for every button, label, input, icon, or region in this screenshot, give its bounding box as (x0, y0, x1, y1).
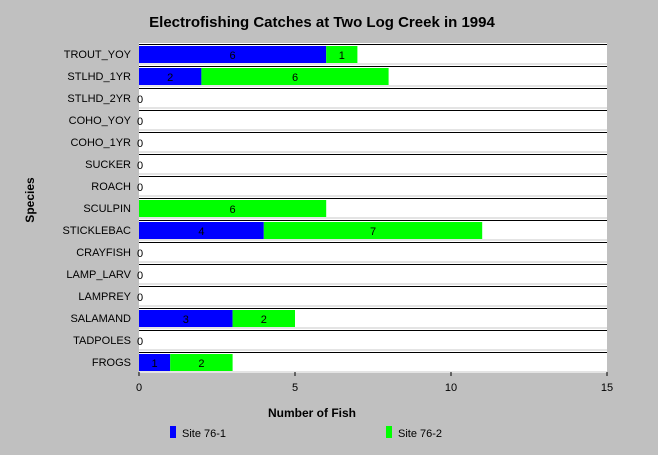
category-label: COHO_YOY (69, 115, 132, 127)
bar-segment (170, 354, 233, 371)
category-label: STLHD_1YR (67, 71, 131, 83)
bar-value-label: 2 (167, 72, 173, 84)
bar-value-label: 0 (137, 160, 143, 172)
y-axis-label: Species (23, 177, 37, 223)
x-axis-label: Number of Fish (268, 406, 356, 420)
bar-value-label: 0 (137, 182, 143, 194)
category-rows: TROUT_YOY STLHD_1YR STLHD_2YR COHO_YOY COHO_… (63, 44, 607, 373)
category-label: FROGS (92, 357, 131, 369)
x-tick-label: 0 (136, 382, 142, 394)
category-label: STLHD_2YR (67, 93, 131, 105)
x-tick-label: 15 (601, 382, 613, 394)
bar-value-label: 2 (198, 358, 204, 370)
category-label: SALAMAND (70, 313, 131, 325)
category-label: TROUT_YOY (64, 49, 132, 61)
bar-value-label: 0 (137, 336, 143, 348)
legend: Site 76-1 Site 76-2 (170, 426, 442, 440)
bar-value-label: 1 (152, 358, 158, 370)
bar-value-label: 6 (292, 72, 298, 84)
x-axis: 0 5 10 15 (136, 372, 613, 394)
chart-title: Electrofishing Catches at Two Log Creek … (149, 14, 495, 31)
legend-label: Site 76-1 (182, 428, 226, 440)
bar-value-label: 3 (183, 314, 189, 326)
bar-segment (139, 222, 264, 239)
bar-segment (139, 354, 171, 371)
bar-segment (232, 310, 295, 327)
bar-segment (139, 310, 233, 327)
category-label: ROACH (91, 181, 131, 193)
category-label: SCULPIN (83, 203, 131, 215)
bar-segment (139, 46, 327, 63)
bar-value-label: 4 (198, 226, 204, 238)
bar-value-label: 1 (339, 50, 345, 62)
bar-value-label: 6 (230, 204, 236, 216)
category-label: CRAYFISH (76, 247, 131, 259)
bar-value-label: 0 (137, 138, 143, 150)
bar-value-label: 0 (137, 116, 143, 128)
bar-value-label: 0 (137, 292, 143, 304)
category-label: COHO_1YR (70, 137, 131, 149)
bar-value-label: 6 (230, 50, 236, 62)
bar-segment (326, 46, 358, 63)
category-label: SUCKER (85, 159, 131, 171)
bar-value-label: 0 (137, 270, 143, 282)
bar-segment (139, 200, 327, 217)
bar-value-label: 2 (261, 314, 267, 326)
category-label: LAMP_LARV (66, 269, 131, 281)
legend-label: Site 76-2 (398, 428, 442, 440)
x-tick-label: 10 (445, 382, 457, 394)
bar-value-label: 0 (137, 248, 143, 260)
bar-segment (201, 68, 389, 85)
bar-segment (263, 222, 483, 239)
bar-value-label: 0 (137, 94, 143, 106)
legend-swatch (170, 426, 176, 438)
bar-value-label: 7 (370, 226, 376, 238)
category-label: LAMPREY (78, 291, 131, 303)
legend-swatch (386, 426, 392, 438)
x-tick-label: 5 (292, 382, 298, 394)
category-label: STICKLEBAC (63, 225, 132, 237)
bar-segment (139, 68, 202, 85)
category-label: TADPOLES (73, 335, 131, 347)
